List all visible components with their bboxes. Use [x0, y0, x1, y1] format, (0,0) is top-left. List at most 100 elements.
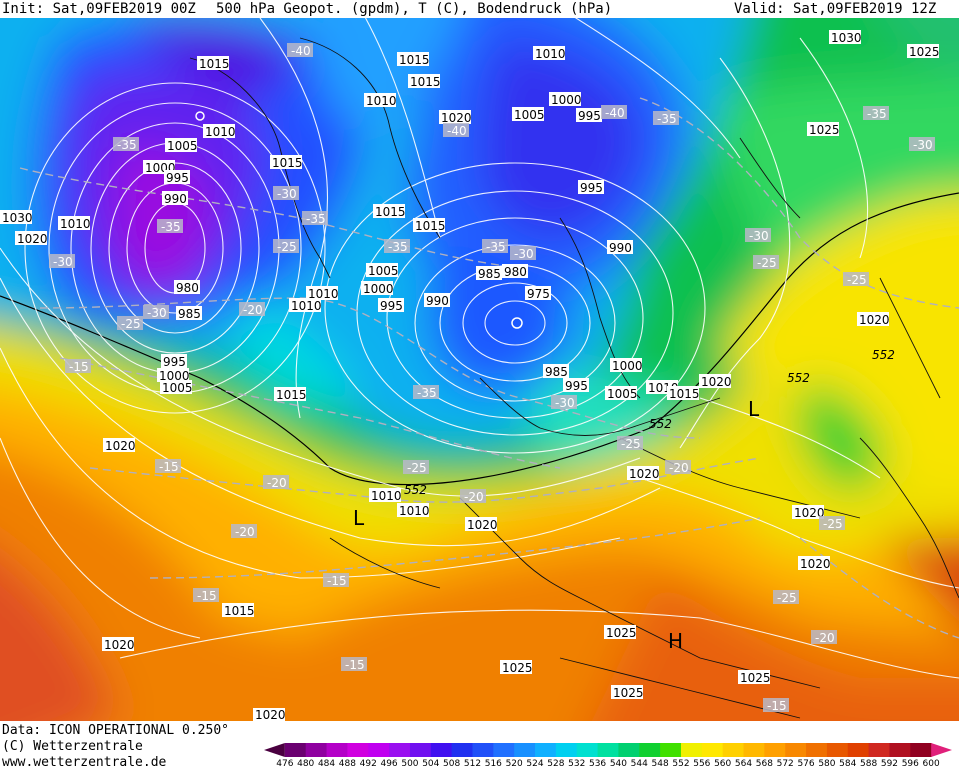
pressure-label: 1015: [197, 56, 230, 71]
svg-text:1020: 1020: [104, 638, 135, 652]
pressure-label: 1010: [397, 503, 430, 518]
svg-text:1000: 1000: [612, 359, 643, 373]
colorbar-tick-label: 520: [505, 759, 523, 769]
colorbar-tick-label: 556: [693, 759, 711, 769]
svg-text:-35: -35: [117, 138, 137, 152]
svg-text:-20: -20: [243, 303, 263, 317]
colorbar-tick-label: 532: [568, 759, 586, 769]
pressure-label: 1015: [270, 155, 303, 170]
valid-time: Valid: Sat,09FEB2019 12Z: [734, 1, 937, 17]
svg-text:1030: 1030: [2, 211, 33, 225]
svg-text:1010: 1010: [399, 504, 430, 518]
pressure-label: 1020: [103, 438, 136, 453]
colorbar-swatch: [764, 743, 786, 757]
colorbar-swatch: [618, 743, 640, 757]
temperature-label: -20: [665, 460, 691, 475]
pressure-label: 1020: [699, 374, 732, 389]
svg-text:1020: 1020: [17, 232, 48, 246]
low-center-marker: [511, 317, 523, 329]
svg-text:1020: 1020: [701, 375, 732, 389]
contour-552-line: [0, 192, 959, 486]
pressure-label: 995: [164, 170, 190, 185]
svg-text:-25: -25: [121, 317, 141, 331]
colorbar-tick-label: 488: [338, 759, 356, 769]
pressure-label: 1010: [203, 124, 236, 139]
pressure-label: 1025: [807, 122, 840, 137]
map-title: 500 hPa Geopot. (gpdm), T (C), Bodendruc…: [216, 1, 613, 17]
pressure-label: 1025: [738, 670, 771, 685]
pressure-label: 1010: [289, 298, 322, 313]
copyright: (C) Wetterzentrale: [2, 739, 143, 754]
svg-text:1015: 1015: [272, 156, 303, 170]
svg-text:1020: 1020: [441, 111, 472, 125]
pressure-label: 1020: [253, 708, 286, 721]
svg-text:1005: 1005: [162, 381, 193, 395]
svg-text:1020: 1020: [105, 439, 136, 453]
pressure-label: 1015: [413, 218, 446, 233]
temperature-label: -35: [302, 211, 328, 226]
svg-text:980: 980: [176, 281, 199, 295]
svg-text:990: 990: [164, 192, 187, 206]
pressure-label: 985: [543, 364, 569, 379]
temperature-label: -25: [843, 272, 869, 287]
svg-text:1010: 1010: [291, 299, 322, 313]
svg-text:1005: 1005: [607, 387, 638, 401]
svg-text:995: 995: [380, 299, 403, 313]
svg-text:1020: 1020: [629, 467, 660, 481]
colorbar-tick-label: 500: [401, 759, 419, 769]
svg-text:-15: -15: [69, 360, 89, 374]
contour-552-label: 552: [649, 417, 672, 431]
temperature-label: -30: [909, 137, 935, 152]
svg-text:-30: -30: [913, 138, 933, 152]
svg-text:985: 985: [178, 307, 201, 321]
svg-text:975: 975: [527, 287, 550, 301]
svg-text:-35: -35: [306, 212, 326, 226]
colorbar-tick-label: 584: [839, 759, 857, 769]
pressure-label: 980: [502, 264, 528, 279]
temperature-label: -30: [273, 186, 299, 201]
pressure-label: 985: [476, 266, 502, 281]
svg-text:1005: 1005: [368, 264, 399, 278]
svg-text:995: 995: [580, 181, 603, 195]
colorbar-swatch: [680, 743, 703, 757]
colorbar-swatch: [785, 743, 807, 757]
isotherms: [19, 97, 959, 639]
colorbar-tick-label: 568: [755, 759, 773, 769]
colorbar-swatch: [347, 743, 369, 757]
temperature-label: -35: [653, 111, 679, 126]
svg-text:1030: 1030: [831, 31, 862, 45]
svg-text:-25: -25: [277, 240, 297, 254]
svg-text:995: 995: [166, 171, 189, 185]
svg-text:-25: -25: [621, 437, 641, 451]
svg-text:1025: 1025: [740, 671, 771, 685]
svg-text:1005: 1005: [167, 139, 198, 153]
svg-text:1020: 1020: [794, 506, 825, 520]
colorbar-tick-label: 528: [547, 759, 565, 769]
low-pressure-marker: L: [353, 506, 365, 530]
svg-text:-35: -35: [417, 386, 437, 400]
temperature-label: -25: [403, 460, 429, 475]
pressure-label: 1020: [102, 637, 135, 652]
pressure-label: 1010: [369, 488, 402, 503]
colorbar-swatch: [576, 743, 599, 757]
pressure-label: 995: [578, 180, 604, 195]
colorbar-swatch: [889, 743, 911, 757]
svg-text:-15: -15: [767, 699, 787, 713]
temperature-label: -40: [443, 123, 469, 138]
svg-text:-30: -30: [53, 255, 73, 269]
coastlines: [189, 37, 959, 719]
colorbar-swatch: [826, 743, 849, 757]
data-source: Data: ICON OPERATIONAL 0.250°: [2, 723, 229, 738]
svg-text:985: 985: [478, 267, 501, 281]
pressure-label: 1010: [58, 216, 91, 231]
temperature-label: -25: [273, 239, 299, 254]
pressure-label: 1020: [792, 505, 825, 520]
svg-text:1015: 1015: [224, 604, 255, 618]
pressure-label: 1020: [798, 556, 831, 571]
colorbar-swatch: [722, 743, 745, 757]
map-header: Init: Sat,09FEB2019 00Z 500 hPa Geopot. …: [0, 0, 959, 18]
svg-text:1015: 1015: [415, 219, 446, 233]
svg-text:1025: 1025: [613, 686, 644, 700]
svg-text:-15: -15: [159, 460, 179, 474]
svg-text:-25: -25: [847, 273, 867, 287]
